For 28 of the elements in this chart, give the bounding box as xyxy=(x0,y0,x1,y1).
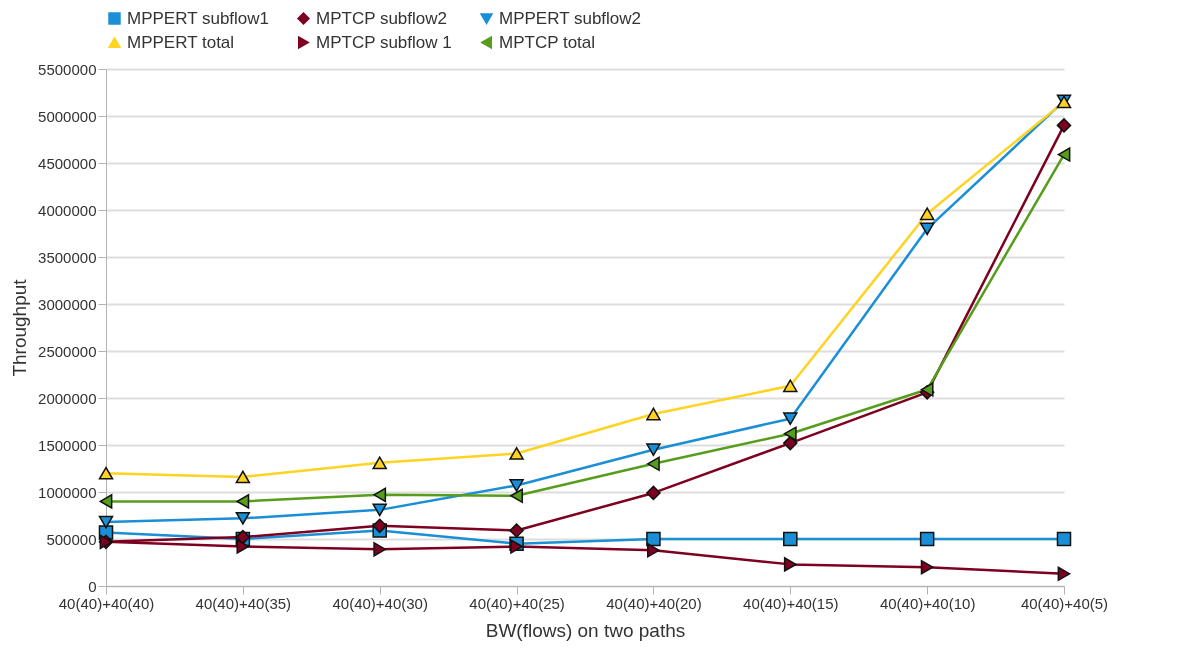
legend-label: MPTCP subflow 1 xyxy=(316,32,452,52)
x-tick-label: 40(40)+40(15) xyxy=(743,594,839,612)
x-tick-label: 40(40)+40(5) xyxy=(1020,594,1109,612)
legend-label: MPPERT subflow1 xyxy=(127,8,270,28)
y-tick-label: 5500000 xyxy=(38,60,97,78)
y-tick-label: 500000 xyxy=(46,530,97,548)
legend-label: MPTCP subflow2 xyxy=(316,8,448,28)
x-axis-title: BW(flows) on two paths xyxy=(485,619,686,641)
x-tick-label: 40(40)+40(30) xyxy=(332,594,428,612)
x-tick-label: 40(40)+40(20) xyxy=(606,594,702,612)
y-tick-label: 4500000 xyxy=(38,154,97,172)
x-tick-label: 40(40)+40(40) xyxy=(58,594,155,612)
y-tick-label: 3000000 xyxy=(38,295,97,313)
legend-label: MPPERT subflow2 xyxy=(499,8,642,28)
y-tick-label: 1000000 xyxy=(38,483,97,501)
y-axis-title: Throughput xyxy=(9,278,31,377)
legend-label: MPPERT total xyxy=(127,32,235,52)
x-tick-label: 40(40)+40(35) xyxy=(195,594,292,612)
y-tick-label: 0 xyxy=(88,577,97,595)
y-tick-label: 4000000 xyxy=(38,201,97,219)
y-tick-label: 2500000 xyxy=(38,342,97,360)
x-tick-label: 40(40)+40(10) xyxy=(879,594,976,612)
y-tick-label: 1500000 xyxy=(38,436,97,454)
y-tick-label: 5000000 xyxy=(38,107,97,125)
y-tick-label: 3500000 xyxy=(38,248,97,266)
legend-label: MPTCP total xyxy=(499,32,596,52)
x-tick-label: 40(40)+40(25) xyxy=(469,594,565,612)
y-tick-label: 2000000 xyxy=(38,389,97,407)
